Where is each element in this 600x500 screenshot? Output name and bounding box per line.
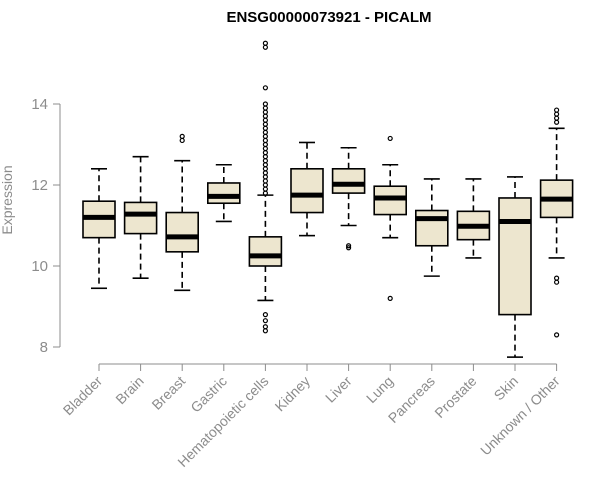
box-bladder: [82, 168, 116, 290]
x-tick-label: Skin: [491, 373, 522, 404]
iqr-box: [123, 201, 158, 235]
outlier-point: [262, 312, 268, 318]
outlier-point: [262, 182, 268, 188]
x-tick-label: Prostate: [431, 373, 479, 421]
outlier-point: [262, 166, 268, 172]
x-tick-label: Brain: [112, 373, 146, 407]
y-tick-label: 12: [31, 177, 48, 194]
outlier-point: [553, 111, 560, 117]
x-tick-label: Kidney: [272, 373, 314, 415]
outlier-point: [553, 332, 560, 338]
x-tick-label: Liver: [322, 373, 355, 406]
outlier-point: [346, 243, 352, 249]
outlier-point: [387, 295, 393, 301]
y-axis-label: Expression: [0, 165, 15, 234]
outlier-point: [262, 158, 268, 164]
outlier-point: [179, 137, 185, 144]
outlier-point: [553, 107, 560, 113]
box-unknown-other: [539, 107, 574, 338]
outlier-point: [262, 133, 268, 139]
iqr-box: [331, 168, 366, 194]
box-kidney: [290, 141, 324, 237]
outlier-point: [262, 145, 268, 152]
outlier-point: [262, 40, 268, 46]
box-pancreas: [414, 178, 449, 277]
outlier-point: [262, 129, 268, 135]
outlier-point: [262, 328, 268, 334]
outlier-point: [262, 178, 268, 184]
iqr-box: [248, 236, 283, 267]
x-tick-label: Bladder: [60, 373, 106, 419]
outlier-point: [262, 121, 268, 127]
box-liver: [331, 146, 366, 251]
outlier-point: [262, 109, 268, 115]
box-prostate: [456, 178, 491, 259]
outlier-point: [262, 85, 268, 91]
outlier-point: [553, 115, 560, 121]
outlier-point: [262, 101, 268, 107]
chart-title: ENSG00000073921 - PICALM: [226, 9, 431, 26]
outlier-point: [262, 150, 268, 156]
outlier-point: [262, 117, 268, 123]
box-brain: [123, 155, 158, 279]
iqr-box: [207, 182, 241, 205]
outlier-point: [262, 44, 268, 50]
x-tick-label: Unknown / Other: [477, 373, 563, 459]
box-gastric: [207, 163, 241, 223]
y-tick-label: 8: [40, 339, 48, 356]
x-tick-label: Lung: [363, 373, 396, 406]
box-breast: [165, 133, 199, 292]
outlier-point: [553, 275, 560, 281]
outlier-point: [262, 137, 268, 144]
box-lung: [373, 135, 408, 301]
outlier-point: [262, 170, 268, 176]
outlier-point: [553, 119, 560, 125]
x-tick-label: Breast: [148, 373, 188, 413]
outlier-point: [262, 162, 268, 168]
iqr-box: [290, 168, 324, 214]
y-tick-label: 10: [31, 258, 48, 275]
outlier-point: [262, 174, 268, 180]
outlier-point: [262, 186, 268, 192]
outlier-point: [346, 245, 352, 251]
outlier-point: [553, 279, 560, 285]
outlier-point: [179, 133, 185, 139]
iqr-box: [414, 209, 449, 247]
outlier-point: [262, 154, 268, 160]
plot-area: [82, 40, 574, 358]
box-skin: [498, 176, 532, 358]
y-axis: 8 10 12 14: [31, 96, 61, 356]
outlier-point: [262, 324, 268, 330]
outlier-point: [262, 141, 268, 148]
outlier-point: [262, 318, 268, 324]
outlier-point: [262, 113, 268, 119]
outlier-point: [262, 105, 268, 111]
outlier-point: [387, 135, 393, 142]
outlier-point: [262, 125, 268, 131]
y-tick-label: 14: [31, 96, 48, 113]
iqr-box: [498, 197, 532, 316]
box-hematopoietic-cells: [248, 40, 283, 334]
iqr-box: [165, 211, 199, 253]
